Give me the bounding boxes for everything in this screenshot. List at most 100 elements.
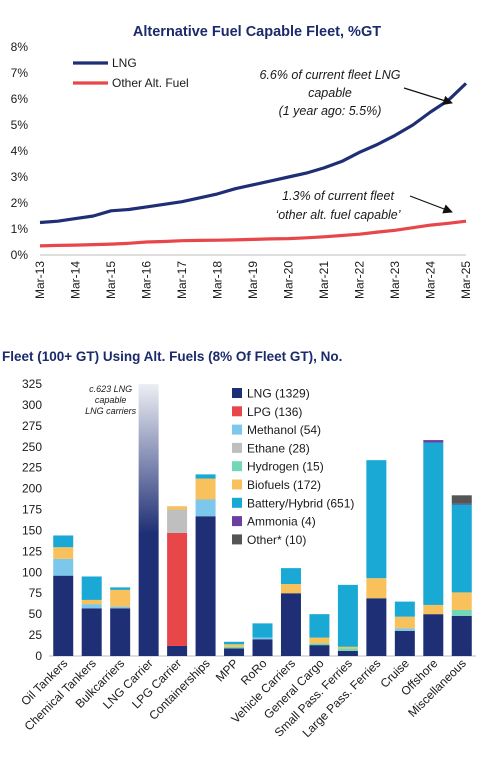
bar-segment bbox=[195, 478, 216, 500]
annotation-lng-line3: (1 year ago: 5.5%) bbox=[279, 104, 382, 118]
legend-swatch bbox=[232, 497, 242, 508]
line-chart-title: Alternative Fuel Capable Fleet, %GT bbox=[133, 24, 381, 40]
bar-segment bbox=[309, 645, 330, 656]
legend-swatch bbox=[232, 516, 242, 527]
bar-segment bbox=[252, 623, 273, 638]
bar-segment bbox=[280, 593, 301, 656]
y-tick-label: 5% bbox=[11, 118, 29, 132]
bar-segment bbox=[195, 499, 216, 517]
bar-segment bbox=[394, 601, 415, 617]
legend-label: Ammonia (4) bbox=[247, 515, 316, 529]
bar-segment bbox=[423, 440, 444, 443]
bar-segment bbox=[167, 645, 188, 656]
bar-segment bbox=[309, 643, 330, 646]
y-tick-label: 0% bbox=[11, 248, 29, 262]
annotation-other-line1: 1.3% of current fleet bbox=[282, 189, 394, 203]
x-tick-label: Mar-24 bbox=[424, 261, 438, 299]
annotation-lng-carriers-line3: LNG carriers bbox=[85, 406, 137, 416]
y-tick-label: 7% bbox=[11, 66, 29, 80]
bar-segment bbox=[451, 609, 472, 616]
y-tick-label: 75 bbox=[29, 586, 43, 600]
bar-segment bbox=[138, 384, 159, 656]
x-tick-label: Mar-20 bbox=[282, 261, 296, 299]
y-tick-label: 150 bbox=[22, 523, 42, 537]
legend-label: LNG (1329) bbox=[247, 387, 310, 401]
x-tick-label: Mar-25 bbox=[459, 261, 473, 299]
annotation-lng-line2: capable bbox=[308, 86, 352, 100]
legend-swatch bbox=[232, 388, 242, 398]
y-tick-label: 325 bbox=[22, 377, 42, 391]
y-tick-label: 175 bbox=[22, 503, 42, 517]
bar-segment bbox=[451, 615, 472, 656]
bar-segment bbox=[167, 532, 188, 646]
annotation-other-line2: ‘other alt. fuel capable’ bbox=[275, 208, 400, 222]
y-tick-label: 100 bbox=[22, 565, 42, 579]
x-tick-label: Mar-19 bbox=[246, 261, 260, 299]
bar-segment bbox=[366, 598, 387, 656]
bar-segment bbox=[337, 650, 358, 656]
legend-swatch bbox=[232, 424, 242, 435]
legend-label: Methanol (54) bbox=[247, 423, 321, 437]
bar-segment bbox=[81, 608, 102, 656]
annotation-arrow bbox=[409, 195, 453, 214]
bar-segment bbox=[252, 637, 273, 640]
y-tick-label: 0 bbox=[35, 649, 42, 663]
bar-segment bbox=[224, 648, 245, 656]
bar-segment bbox=[110, 589, 131, 607]
x-tick-label: MPP bbox=[213, 656, 241, 684]
x-tick-label: Mar-22 bbox=[353, 261, 367, 299]
bar-segment bbox=[394, 628, 415, 631]
y-tick-label: 50 bbox=[29, 607, 43, 621]
x-tick-label: Mar-13 bbox=[33, 261, 47, 299]
bar-segment bbox=[167, 506, 188, 510]
legend-swatch bbox=[232, 442, 242, 453]
legend-label: LNG bbox=[112, 56, 137, 70]
bar-segment bbox=[280, 584, 301, 594]
annotation-lng-carriers-line2: capable bbox=[95, 395, 127, 405]
annotation-lng-line1: 6.6% of current fleet LNG bbox=[259, 68, 400, 82]
bar-segment bbox=[423, 604, 444, 615]
x-tick-label: Mar-23 bbox=[388, 261, 402, 299]
y-tick-label: 275 bbox=[22, 419, 42, 433]
x-tick-label: Mar-21 bbox=[317, 261, 331, 299]
y-tick-label: 4% bbox=[11, 144, 29, 158]
x-tick-label: Mar-18 bbox=[211, 261, 225, 299]
y-tick-label: 1% bbox=[11, 222, 29, 236]
bar-segment bbox=[81, 599, 102, 605]
bar-segment bbox=[110, 606, 131, 609]
legend-label: LPG (136) bbox=[247, 405, 302, 419]
line-series-other-alt-fuel bbox=[39, 219, 467, 248]
annotation-arrow bbox=[403, 87, 453, 106]
y-tick-label: 200 bbox=[22, 482, 42, 496]
y-tick-label: 2% bbox=[11, 196, 29, 210]
bar-segment bbox=[337, 646, 358, 649]
bar-segment bbox=[167, 509, 188, 533]
bar-segment bbox=[81, 604, 102, 609]
y-tick-label: 125 bbox=[22, 544, 42, 558]
x-tick-label: Mar-14 bbox=[69, 261, 83, 299]
legend-label: Biofuels (172) bbox=[247, 478, 321, 492]
bar-segment bbox=[451, 592, 472, 610]
bar-segment bbox=[394, 630, 415, 656]
bar-segment bbox=[53, 535, 74, 548]
y-tick-label: 250 bbox=[22, 440, 42, 454]
bar-segment bbox=[195, 474, 216, 479]
bar-segment bbox=[337, 648, 358, 651]
bar-segment bbox=[224, 641, 245, 645]
legend-swatch bbox=[232, 406, 242, 417]
bar-segment bbox=[366, 578, 387, 599]
bar-segment bbox=[280, 568, 301, 585]
bar-chart-title: Fleet (100+ GT) Using Alt. Fuels (8% Of … bbox=[2, 349, 342, 364]
bar-segment bbox=[53, 575, 74, 656]
bar-segment bbox=[337, 584, 358, 647]
legend-label: Hydrogen (15) bbox=[247, 460, 324, 474]
bar-segment bbox=[252, 639, 273, 656]
bar-segment bbox=[224, 644, 245, 647]
bar-segment bbox=[394, 616, 415, 629]
legend-swatch bbox=[232, 479, 242, 490]
legend-label: Other* (10) bbox=[247, 533, 306, 547]
legend-swatch bbox=[232, 461, 242, 472]
bar-segment bbox=[110, 608, 131, 656]
bar-segment bbox=[224, 646, 245, 649]
legend-label: Battery/Hybrid (651) bbox=[247, 496, 354, 510]
